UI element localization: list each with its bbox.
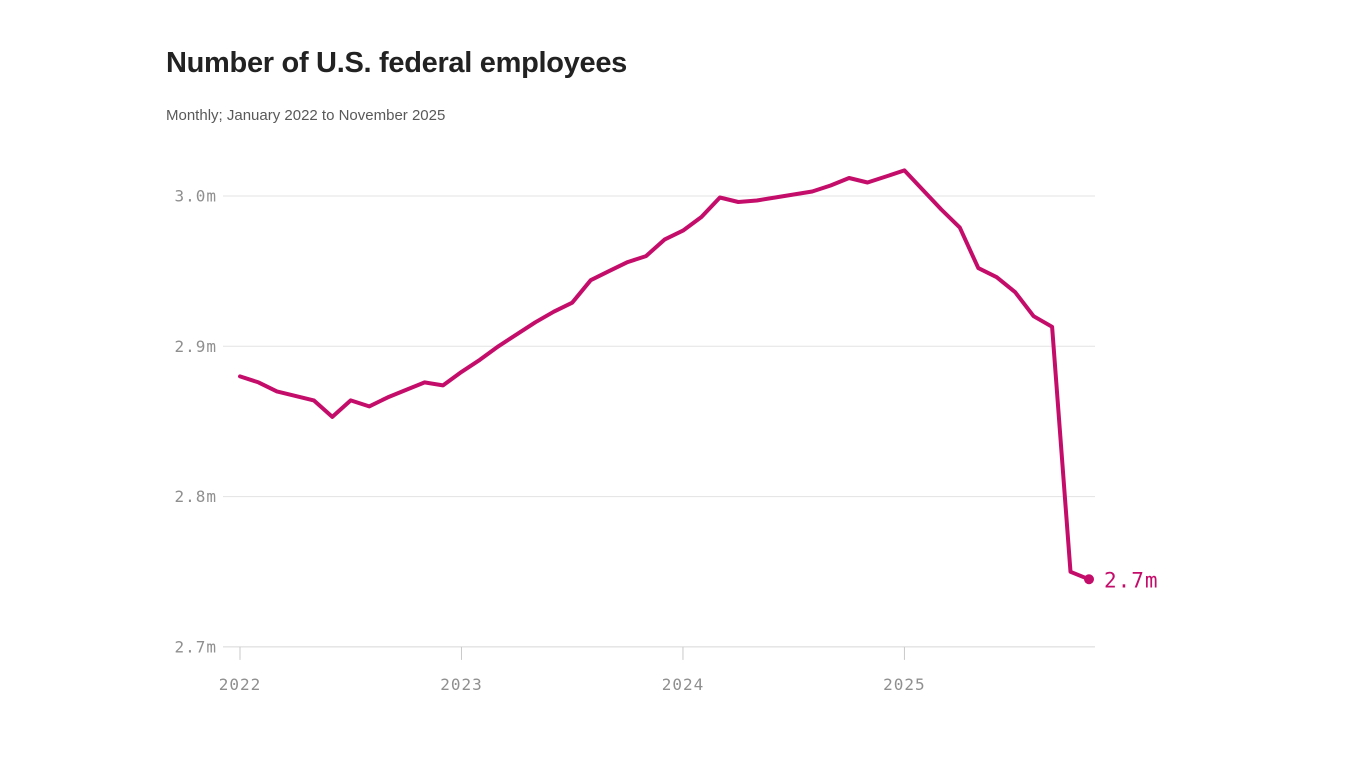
x-tick-label: 2025 [883,675,926,694]
y-tick-label: 2.9m [174,337,217,356]
y-tick-label: 2.7m [174,637,217,656]
x-tick-label: 2022 [219,675,262,694]
end-point-dot [1084,574,1094,585]
end-value-label: 2.7m [1104,568,1159,592]
y-tick-label: 3.0m [174,187,217,206]
y-tick-label: 2.8m [174,487,217,506]
x-tick-label: 2023 [440,675,483,694]
trend-line [238,168,1091,582]
page-title: Number of U.S. federal employees [166,47,627,79]
x-tick-label: 2024 [662,675,705,694]
chart-subtitle: Monthly; January 2022 to November 2025 [166,107,446,124]
